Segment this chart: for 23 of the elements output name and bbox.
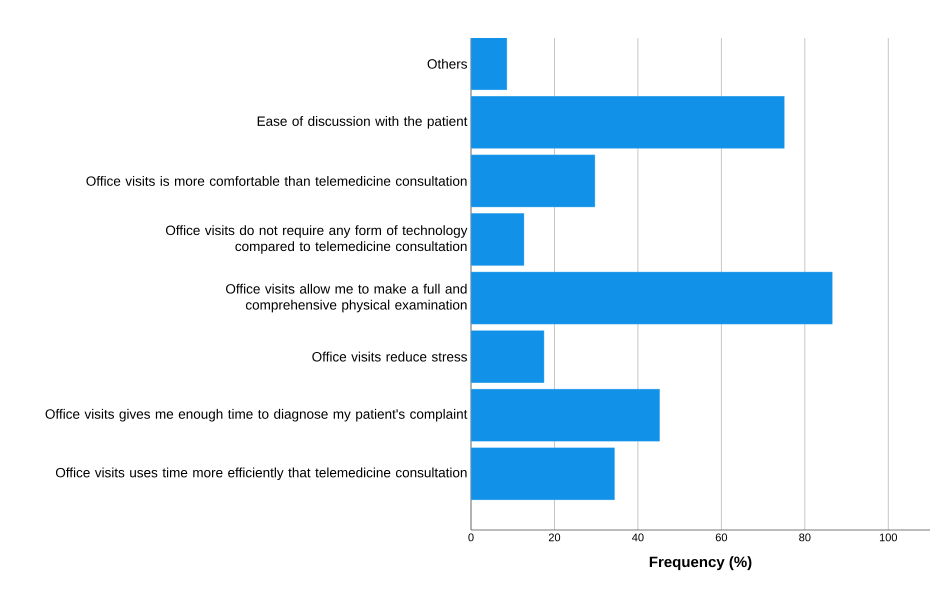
y-tick-label: Ease of discussion with the patient bbox=[258, 116, 468, 129]
y-tick-label: Office visits reduce stress bbox=[312, 352, 467, 362]
bar bbox=[471, 213, 524, 266]
bar bbox=[471, 38, 508, 90]
bar bbox=[471, 448, 615, 500]
x-tick-label: 0 bbox=[468, 534, 474, 542]
y-tick-label: Office visits is more comfortable than telemedicine consultation bbox=[86, 176, 467, 186]
x-tick-label: 100 bbox=[880, 534, 898, 542]
y-tick-label: Others bbox=[428, 58, 467, 69]
x-tick-label: 40 bbox=[632, 534, 644, 542]
x-axis-title: Frequency (%) bbox=[650, 556, 752, 570]
y-tick-label: Office visits gives me enough time to diagnose my patient's complaint bbox=[46, 408, 468, 422]
bar bbox=[471, 388, 660, 442]
bar bbox=[471, 154, 596, 208]
x-tick-label: 60 bbox=[716, 534, 728, 542]
x-tick-label: 20 bbox=[548, 534, 560, 542]
bar bbox=[471, 272, 833, 324]
x-tick-label: 80 bbox=[799, 534, 811, 542]
bar bbox=[471, 96, 785, 149]
y-tick-label: Office visits allow me to make a full and comprehensive physical examination bbox=[226, 284, 467, 312]
y-tick-label: Office visits do not require any form of technology compared to telemedicine consultation bbox=[166, 225, 468, 254]
y-tick-label: Office visits uses time more efficiently that telemedicine consultation bbox=[56, 467, 467, 480]
bar bbox=[471, 330, 544, 383]
